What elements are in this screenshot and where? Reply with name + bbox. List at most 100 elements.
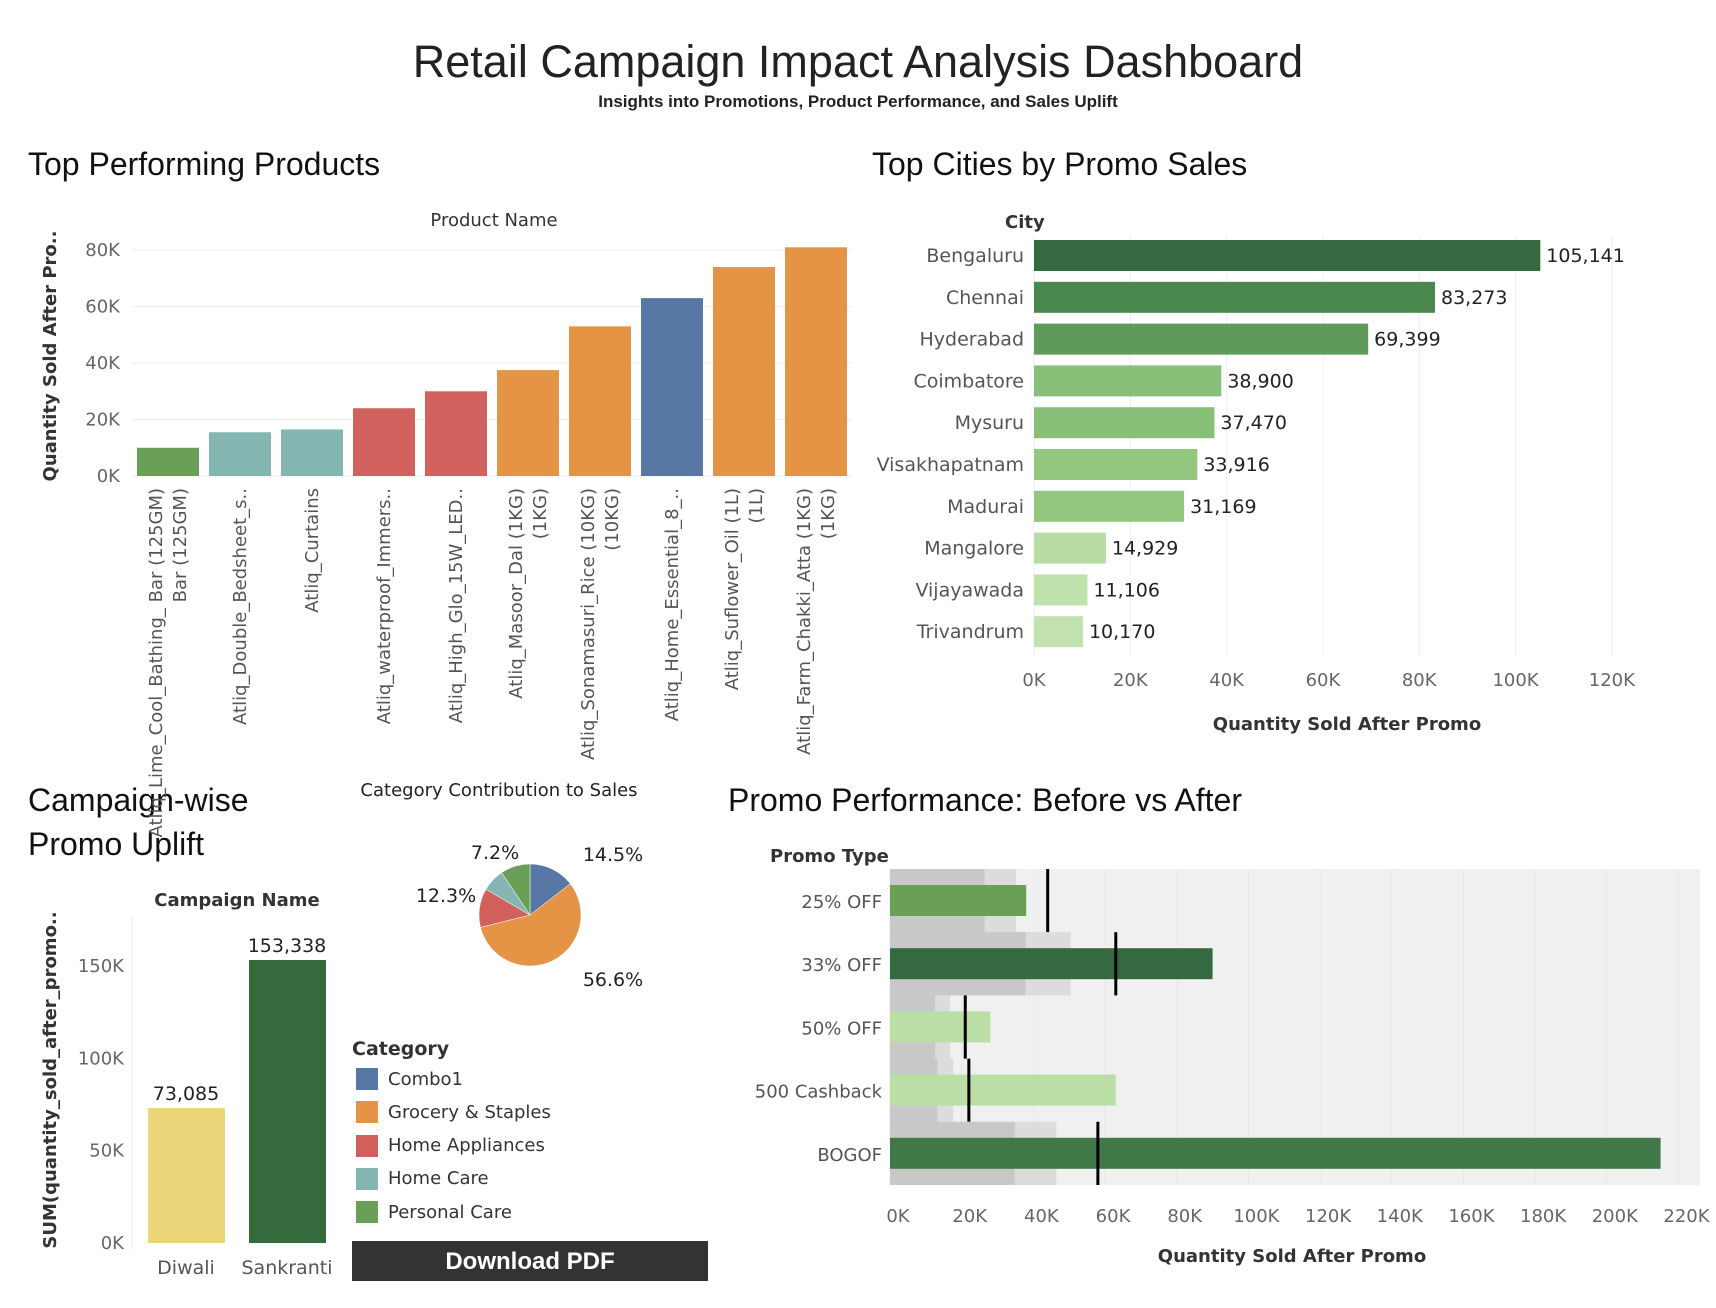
product-bar xyxy=(497,370,559,476)
city-bar xyxy=(1034,323,1369,355)
legend-label: Home Appliances xyxy=(388,1135,545,1157)
legend-item[interactable]: Combo1 xyxy=(356,1068,463,1090)
city-bar xyxy=(1034,490,1185,522)
x-tick-label: Atliq_Home_Essential_8_.. xyxy=(662,488,683,721)
legend-label: Combo1 xyxy=(388,1068,464,1090)
legend-label: Grocery & Staples xyxy=(388,1101,551,1123)
promo-after-bar xyxy=(890,1011,991,1043)
product-bar xyxy=(569,326,631,476)
city-bar xyxy=(1034,449,1198,480)
x-tick-label: Atliq_Double_Bedsheet_s.. xyxy=(230,488,251,725)
y-axis-title: City xyxy=(1005,212,1045,233)
product-bar xyxy=(209,432,271,476)
y-tick-label: 0K xyxy=(101,1233,125,1254)
city-value-label: 31,169 xyxy=(1190,496,1256,518)
city-label: Bengaluru xyxy=(926,245,1024,267)
city-value-label: 83,273 xyxy=(1441,287,1507,309)
city-label: Hyderabad xyxy=(920,329,1025,351)
x-axis-title: Product Name xyxy=(430,210,557,231)
city-bar xyxy=(1034,532,1106,564)
y-tick-label: 80K xyxy=(85,240,121,261)
legend-label: Home Care xyxy=(388,1168,489,1190)
download-pdf-button[interactable]: Download PDF xyxy=(352,1241,708,1281)
campaign-bar xyxy=(249,959,326,1243)
x-tick-label: Atliq_Suflower_Oil (1L) xyxy=(722,488,743,690)
promo-after-bar xyxy=(890,885,1027,916)
x-tick-label-cont: (1L) xyxy=(746,488,767,524)
legend-item[interactable]: Personal Care xyxy=(356,1201,512,1224)
x-tick-label-cont: (1KG) xyxy=(818,488,839,539)
x-tick-label: 180K xyxy=(1520,1206,1567,1227)
legend-swatch xyxy=(356,1167,378,1190)
city-value-label: 69,399 xyxy=(1374,329,1440,351)
pie-slice-label: 14.5% xyxy=(583,844,643,866)
x-tick-label: 80K xyxy=(1402,670,1438,691)
city-bar xyxy=(1034,616,1083,648)
campaign-label: Diwali xyxy=(157,1257,215,1279)
x-tick-label: Atliq_waterproof_Immers.. xyxy=(374,488,395,724)
y-axis-title: Quantity Sold After Pro.. xyxy=(40,231,61,482)
products-section-title: Top Performing Products xyxy=(28,146,381,182)
y-tick-label: 60K xyxy=(85,297,121,318)
x-tick-label: Atliq_Masoor_Dal (1KG) xyxy=(506,488,527,699)
legend-swatch xyxy=(356,1101,378,1124)
city-bar xyxy=(1034,240,1541,271)
x-tick-label: Atliq_Lime_Cool_Bathing_ Bar (125GM) xyxy=(146,488,167,838)
city-label: Chennai xyxy=(946,287,1024,309)
city-value-label: 10,170 xyxy=(1089,621,1155,643)
pie-slice xyxy=(501,863,531,916)
y-tick-label: 0K xyxy=(97,466,121,487)
campaign-value-label: 153,338 xyxy=(248,935,327,957)
city-value-label: 11,106 xyxy=(1093,579,1159,601)
promo-type-label: 500 Cashback xyxy=(755,1082,883,1103)
city-label: Coimbatore xyxy=(913,370,1024,392)
city-bar xyxy=(1034,574,1088,606)
y-axis-title: Promo Type xyxy=(770,846,889,867)
city-bar xyxy=(1034,365,1222,397)
x-tick-label: 80K xyxy=(1167,1206,1203,1227)
city-label: Visakhapatnam xyxy=(877,454,1024,476)
y-tick-label: 100K xyxy=(78,1048,125,1069)
legend-item[interactable]: Home Care xyxy=(356,1167,489,1190)
pie-slice-label: 7.2% xyxy=(471,842,519,864)
x-tick-label: Atliq_Sonamasuri_Rice (10KG) xyxy=(578,488,599,760)
city-bar xyxy=(1034,407,1215,439)
x-axis-title: Quantity Sold After Promo xyxy=(1158,1246,1426,1267)
legend-item[interactable]: Home Appliances xyxy=(356,1134,545,1157)
x-tick-label: 140K xyxy=(1377,1206,1424,1227)
product-bar xyxy=(785,247,847,476)
dashboard-title: Retail Campaign Impact Analysis Dashboar… xyxy=(412,36,1304,87)
product-bar xyxy=(425,391,487,476)
x-tick-label: 40K xyxy=(1209,670,1245,691)
x-tick-label: 60K xyxy=(1096,1206,1132,1227)
x-tick-label: 0K xyxy=(886,1206,910,1227)
dashboard-subtitle: Insights into Promotions, Product Perfor… xyxy=(598,92,1118,111)
promo-type-label: 25% OFF xyxy=(801,892,882,913)
promo-type-label: BOGOF xyxy=(817,1145,882,1166)
x-tick-label: 120K xyxy=(1589,670,1636,691)
x-tick-label: 220K xyxy=(1663,1206,1710,1227)
pie-slice-label: 56.6% xyxy=(583,969,643,991)
x-tick-label: 100K xyxy=(1492,670,1539,691)
x-tick-label: 20K xyxy=(952,1206,988,1227)
legend-item[interactable]: Grocery & Staples xyxy=(356,1101,551,1124)
x-tick-label: 20K xyxy=(1113,670,1149,691)
legend-swatch xyxy=(356,1201,378,1224)
x-tick-label: 60K xyxy=(1306,670,1342,691)
y-axis-title: SUM(quantity_sold_after_promo.. xyxy=(40,911,61,1248)
legend-title: Category xyxy=(352,1038,450,1060)
city-label: Madurai xyxy=(947,496,1024,518)
promo-type-label: 33% OFF xyxy=(801,955,882,976)
campaign-section-title-line2: Promo Uplift xyxy=(28,826,205,862)
city-label: Mangalore xyxy=(924,538,1024,560)
promo-after-bar xyxy=(890,1137,1661,1169)
campaign-value-label: 73,085 xyxy=(153,1083,219,1105)
x-tick-label: 100K xyxy=(1233,1206,1280,1227)
x-tick-label: 0K xyxy=(1022,670,1046,691)
product-bar xyxy=(281,429,343,476)
x-tick-label: 120K xyxy=(1305,1206,1352,1227)
city-label: Trivandrum xyxy=(916,621,1024,643)
legend-swatch xyxy=(356,1068,378,1090)
campaign-bar xyxy=(148,1108,225,1243)
